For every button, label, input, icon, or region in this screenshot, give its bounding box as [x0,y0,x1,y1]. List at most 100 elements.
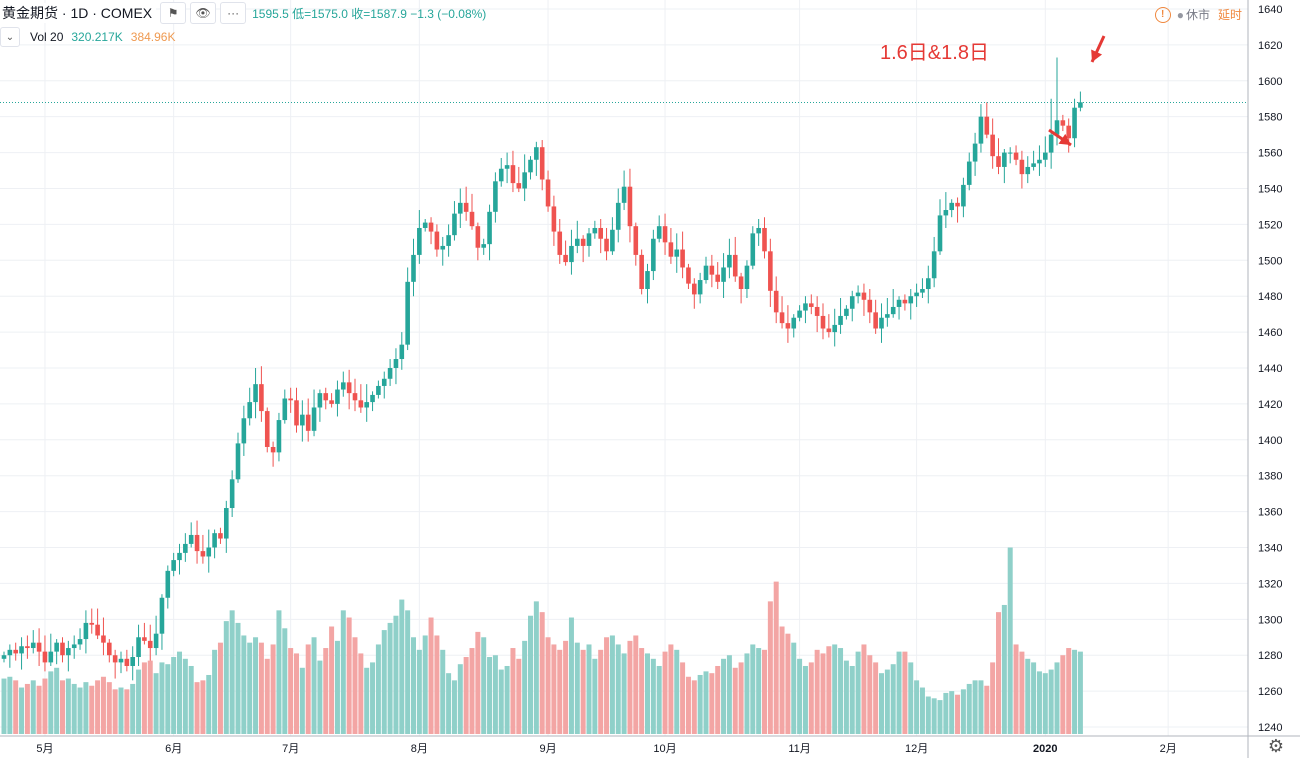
candle-body [838,315,843,325]
candle-body [422,222,428,228]
volume-bar [223,621,229,734]
candle-body [270,446,276,453]
volume-bar [738,662,744,734]
candle-body [323,393,329,401]
candle-body [855,292,861,297]
volume-bar [24,683,30,734]
candle-body [768,251,773,291]
candle-body [19,646,24,654]
candle-body [709,265,715,275]
volume-bar [1001,604,1007,734]
volume-bar [604,637,610,734]
candle-body [452,213,457,236]
candle-body [575,238,580,246]
volume-bar [621,653,627,734]
candle-body [463,202,469,212]
candle-body [101,635,106,643]
candle-body [194,534,200,552]
eye-icon[interactable]: 👁 [190,2,217,24]
volume-bar [282,628,288,734]
collapse-chevron-icon[interactable]: ⌄ [0,27,20,47]
volume-bar [60,680,65,734]
price-axis-bg [1248,0,1300,758]
x-tick-label: 2020 [1033,743,1057,755]
x-tick-label: 9月 [539,743,556,755]
candle-body [107,642,112,656]
volume-bar [791,642,797,734]
more-icon[interactable]: ··· [220,2,247,24]
symbol-title[interactable]: 黄金期货 · 1D · COMEX [0,3,157,23]
candle-body [300,414,305,426]
volume-bar [182,658,188,734]
candle-body [890,306,896,315]
candle-body [516,183,522,189]
candle-body [621,186,627,203]
candle-body [791,317,797,329]
delayed-label[interactable]: 延时 [1217,8,1242,22]
volume-bar [1007,547,1013,734]
volume-bar [949,691,955,734]
candle-body [60,642,65,656]
volume-bar [370,662,376,734]
volume-bar [7,676,13,734]
candle-body [1,655,7,659]
candle-body [592,227,598,234]
candle-body [36,642,42,652]
candle-body [633,226,639,255]
volume-bar [334,640,340,734]
volume-bar [797,658,803,734]
candle-body [95,624,100,636]
volume-bar [42,678,48,734]
volume-legend: ⌄ Vol 20 320.217K 384.96K [0,27,175,47]
volume-bar [545,637,551,734]
warning-icon[interactable]: ! [1154,6,1171,23]
volume-bar [615,644,621,734]
volume-bar [1054,662,1060,734]
candle-body [165,570,171,598]
volume-bar [937,700,943,734]
volume-bar [299,667,305,734]
volume-bar [650,658,656,734]
volume-bar [633,635,639,734]
candle-body [387,368,393,379]
candle-body [358,400,364,408]
volume-bar [463,657,469,734]
time-axis[interactable]: 5月 6月 7月 8月 9月 10月 11月 12月 2020 2月 [0,735,1300,755]
y-tick-label: 1580 [1258,112,1282,124]
gear-icon[interactable]: ⚙ [1267,735,1285,756]
volume-bar [750,644,756,734]
candle-body [662,226,668,243]
annotation-arrowhead [1091,49,1103,62]
candle-body [364,402,369,408]
volume-bar [36,685,42,734]
flag-icon[interactable]: ⚑ [160,2,187,24]
candle-body [446,235,451,246]
candle-body [1007,152,1013,154]
volume-bar [574,642,580,734]
volume-bar [48,671,54,734]
candle-body [510,165,516,184]
candle-body [849,296,855,309]
candle-body [861,292,867,300]
candle-body [311,407,317,431]
candle-body [124,658,130,666]
candle-body [814,306,820,316]
candle-body [920,289,925,293]
candle-body [212,533,217,548]
volume-bar [1031,662,1037,734]
candle-body [732,254,738,277]
volume-bar [598,649,604,734]
volume-bar [364,667,370,734]
price-axis[interactable]: 1640 1620 1600 1580 1560 1540 1520 1500 1480 1460… [1247,0,1300,758]
volume-bars [1,547,1083,734]
candle-body [352,393,358,401]
y-tick-label: 1240 [1258,722,1282,734]
y-tick-label: 1440 [1258,363,1282,375]
candle-body [908,296,914,304]
candle-body [610,229,615,252]
candle-body [458,202,463,214]
volume-bar [1013,644,1019,734]
candle-body [545,179,551,207]
volume-bar [13,680,19,734]
